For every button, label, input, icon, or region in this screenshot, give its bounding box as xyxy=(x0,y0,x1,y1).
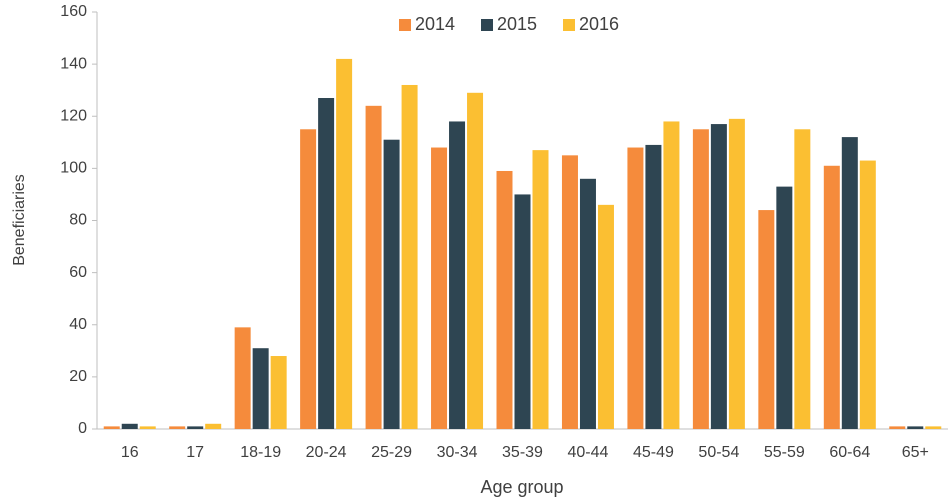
bar xyxy=(794,129,811,429)
bar xyxy=(758,210,775,429)
bar xyxy=(925,426,942,429)
bar xyxy=(597,204,614,429)
bar xyxy=(889,426,906,429)
legend-label: 2016 xyxy=(579,14,619,34)
x-tick-label: 30-34 xyxy=(437,444,478,461)
bar xyxy=(383,139,400,430)
bar xyxy=(710,124,727,429)
bar xyxy=(496,170,513,429)
bar xyxy=(318,98,335,429)
y-tick-label: 0 xyxy=(78,420,87,437)
bar xyxy=(627,147,644,429)
x-tick-label: 40-44 xyxy=(568,444,609,461)
x-tick-label: 35-39 xyxy=(502,444,543,461)
x-tick-label: 60-64 xyxy=(829,444,870,461)
bar xyxy=(187,426,204,429)
legend-label: 2015 xyxy=(497,14,537,34)
y-tick-label: 120 xyxy=(60,107,87,124)
bar xyxy=(121,423,138,429)
x-tick-label: 55-59 xyxy=(764,444,805,461)
legend-swatch xyxy=(563,19,575,31)
y-tick-label: 160 xyxy=(60,3,87,20)
bar xyxy=(169,426,186,429)
x-tick-label: 25-29 xyxy=(371,444,412,461)
bar xyxy=(401,84,418,429)
bar xyxy=(823,165,840,430)
bar xyxy=(561,155,578,429)
y-tick-label: 20 xyxy=(69,368,87,385)
bar xyxy=(692,129,709,429)
bar xyxy=(431,147,448,429)
bar xyxy=(103,426,120,429)
y-tick-label: 40 xyxy=(69,316,87,333)
bar xyxy=(365,105,382,429)
bar xyxy=(139,426,156,429)
y-axis-label: Beneficiaries xyxy=(11,174,28,266)
x-tick-label: 50-54 xyxy=(698,444,739,461)
x-tick-label: 17 xyxy=(186,444,204,461)
bar xyxy=(532,150,549,429)
bar xyxy=(728,118,745,429)
x-axis-label: Age group xyxy=(480,477,563,497)
y-tick-label: 140 xyxy=(60,55,87,72)
bar xyxy=(234,327,251,429)
bar xyxy=(579,178,596,429)
x-tick-label: 16 xyxy=(121,444,139,461)
bar xyxy=(663,121,680,430)
x-tick-label: 18-19 xyxy=(240,444,281,461)
bar xyxy=(252,348,269,429)
bar xyxy=(841,137,858,429)
legend-label: 2014 xyxy=(415,14,455,34)
bar xyxy=(300,129,317,429)
bar xyxy=(449,121,466,430)
y-tick-label: 60 xyxy=(69,264,87,281)
bar xyxy=(336,58,353,429)
bar xyxy=(270,356,287,429)
bar xyxy=(514,194,531,429)
bar xyxy=(467,92,484,429)
y-tick-label: 80 xyxy=(69,212,87,229)
bar xyxy=(907,426,924,429)
bar xyxy=(645,144,662,429)
bar xyxy=(776,186,793,429)
legend-swatch xyxy=(481,19,493,31)
x-tick-label: 45-49 xyxy=(633,444,674,461)
y-tick-label: 100 xyxy=(60,160,87,177)
x-tick-label: 65+ xyxy=(902,444,929,461)
x-tick-label: 20-24 xyxy=(306,444,347,461)
legend-swatch xyxy=(399,19,411,31)
bar xyxy=(205,423,222,429)
bar xyxy=(859,160,876,429)
